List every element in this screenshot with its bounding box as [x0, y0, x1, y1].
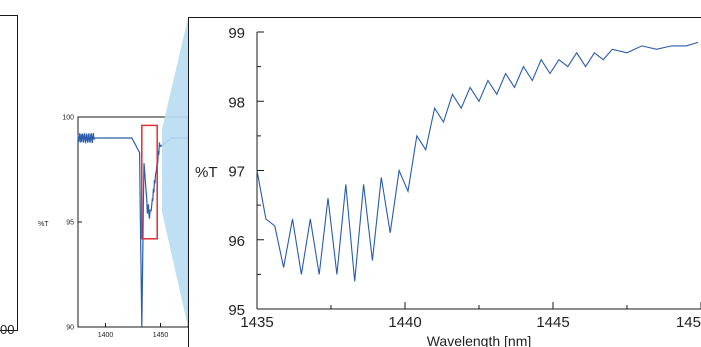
left-chart-fragment: [0, 15, 18, 331]
inset-y-tick-label: 95: [66, 220, 74, 227]
main-x-tick-label: 1435: [240, 314, 273, 331]
zoom-callout: [162, 18, 188, 327]
main-x-tick-label: 1440: [388, 314, 421, 331]
inset-highlight-box: [141, 124, 158, 240]
main-y-tick-label: 99: [228, 25, 245, 42]
main-x-axis-label: Wavelength [nm]: [427, 333, 532, 347]
main-y-tick-label: 98: [228, 94, 245, 111]
inset-y-tick-label: 90: [66, 325, 74, 332]
main-chart-frame: [188, 17, 701, 347]
main-y-axis-label: %T: [195, 164, 218, 181]
main-series-line: [256, 41, 699, 282]
zoomed-line-chart: 95 96 97 98 99 1435 1440 1445 145 %T Wavelength [n…: [188, 17, 701, 347]
main-y-tick-label: 95: [228, 302, 245, 319]
inset-x-tick-label: 1400: [98, 332, 114, 339]
main-x-tick-label: 145: [676, 314, 701, 331]
main-y-tick-label: 96: [228, 233, 245, 250]
inset-y-tick-label: 100: [62, 115, 74, 122]
main-x-tick-label: 1445: [536, 314, 569, 331]
callout-wedge: [162, 18, 188, 327]
left-fragment-tick-label: 00: [0, 322, 14, 337]
main-y-tick-label: 97: [228, 164, 245, 181]
inset-x-tick-label: 1450: [153, 332, 169, 339]
inset-y-axis-label: %T: [38, 221, 49, 228]
